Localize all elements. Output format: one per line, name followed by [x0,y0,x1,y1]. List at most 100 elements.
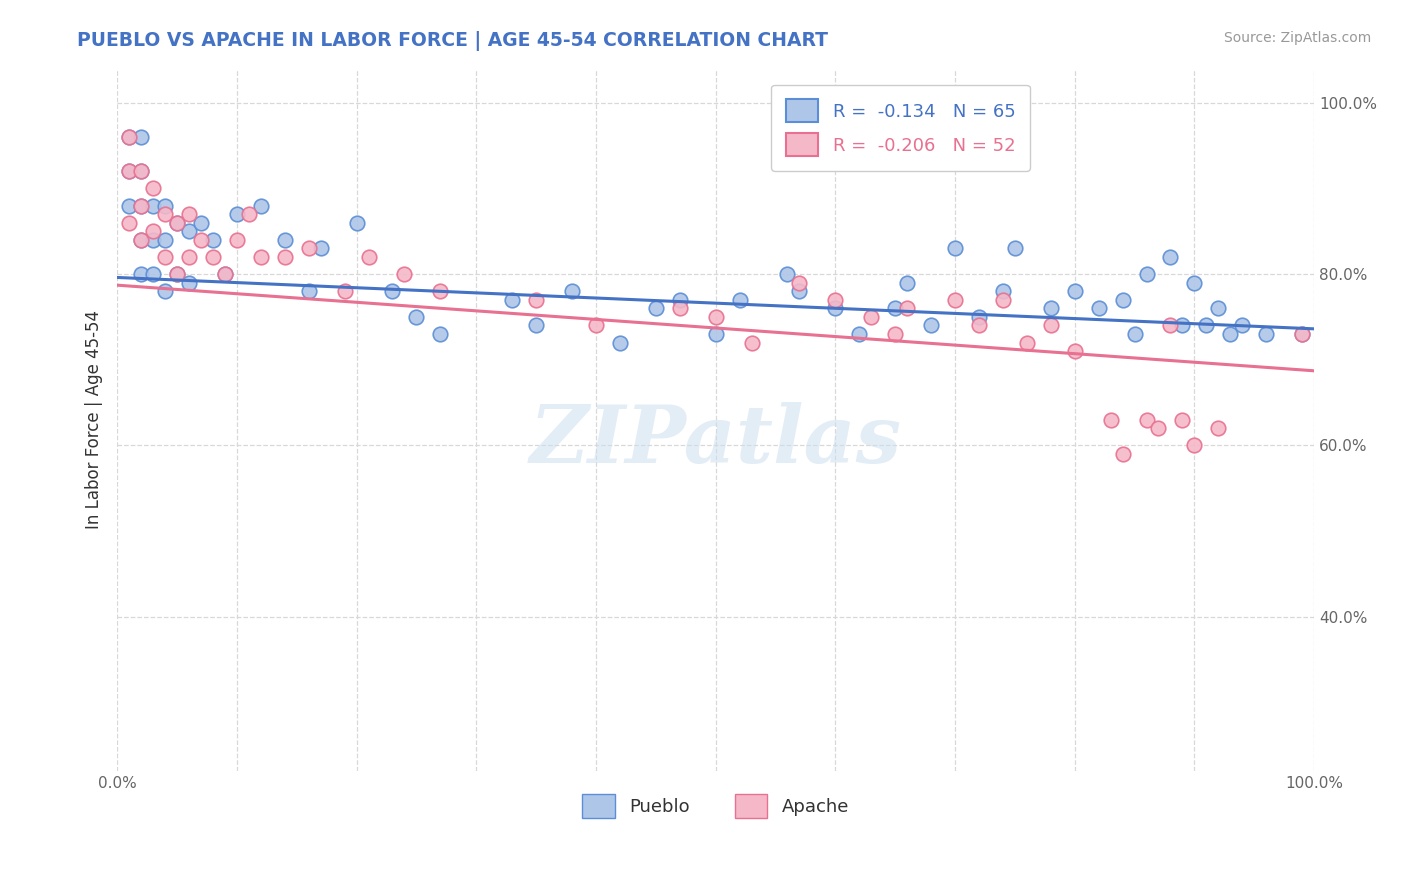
Point [1015,335,1038,350]
Point [129,267,152,281]
Point [1208,301,1230,316]
Point [1182,276,1205,290]
Point [190,233,212,247]
Point [1063,284,1085,298]
Point [129,164,152,178]
Point [118,130,141,145]
Point [741,335,763,350]
Y-axis label: In Labor Force | Age 45-54: In Labor Force | Age 45-54 [86,310,103,529]
Point [429,326,451,341]
Point [190,216,212,230]
Point [1219,326,1241,341]
Point [884,301,907,316]
Point [501,293,523,307]
Point [1111,293,1133,307]
Point [1004,241,1026,255]
Point [153,250,176,264]
Point [668,301,690,316]
Point [214,267,236,281]
Point [1099,412,1122,426]
Point [177,207,200,221]
Point [238,207,260,221]
Point [1135,412,1157,426]
Point [824,301,846,316]
Point [274,250,297,264]
Point [274,233,297,247]
Point [943,293,966,307]
Point [1291,326,1313,341]
Point [309,241,332,255]
Point [967,310,990,324]
Point [129,198,152,212]
Point [129,233,152,247]
Point [153,284,176,298]
Point [250,198,273,212]
Point [129,164,152,178]
Point [1159,318,1181,333]
Point [704,326,727,341]
Point [166,216,188,230]
Point [118,216,141,230]
Point [142,233,165,247]
Point [394,267,416,281]
Point [153,207,176,221]
Point [166,216,188,230]
Point [225,233,247,247]
Point [405,310,427,324]
Point [1063,344,1085,359]
Point [1171,318,1194,333]
Point [1087,301,1109,316]
Point [789,276,811,290]
Point [920,318,942,333]
Point [298,284,321,298]
Point [118,164,141,178]
Text: Source: ZipAtlas.com: Source: ZipAtlas.com [1223,31,1371,45]
Point [1195,318,1218,333]
Point [644,301,666,316]
Point [225,207,247,221]
Point [1123,326,1146,341]
Point [153,198,176,212]
Point [704,310,727,324]
Point [1208,421,1230,435]
Point [824,293,846,307]
Point [201,233,224,247]
Point [860,310,883,324]
Point [118,130,141,145]
Point [142,267,165,281]
Point [884,326,907,341]
Point [142,181,165,195]
Point [1291,326,1313,341]
Point [1135,267,1157,281]
Point [153,233,176,247]
Point [1159,250,1181,264]
Text: ZIPatlas: ZIPatlas [530,402,901,479]
Text: PUEBLO VS APACHE IN LABOR FORCE | AGE 45-54 CORRELATION CHART: PUEBLO VS APACHE IN LABOR FORCE | AGE 45… [77,31,828,51]
Legend: Pueblo, Apache: Pueblo, Apache [575,788,856,825]
Point [967,318,990,333]
Point [1256,326,1278,341]
Point [177,224,200,238]
Point [561,284,583,298]
Point [668,293,690,307]
Point [524,318,547,333]
Point [1039,301,1062,316]
Point [1147,421,1170,435]
Point [789,284,811,298]
Point [609,335,631,350]
Point [381,284,404,298]
Point [129,130,152,145]
Point [129,198,152,212]
Point [118,164,141,178]
Point [357,250,380,264]
Point [776,267,799,281]
Point [848,326,870,341]
Point [142,198,165,212]
Point [896,301,918,316]
Point [118,198,141,212]
Point [1182,438,1205,452]
Point [250,250,273,264]
Point [728,293,751,307]
Point [214,267,236,281]
Point [333,284,356,298]
